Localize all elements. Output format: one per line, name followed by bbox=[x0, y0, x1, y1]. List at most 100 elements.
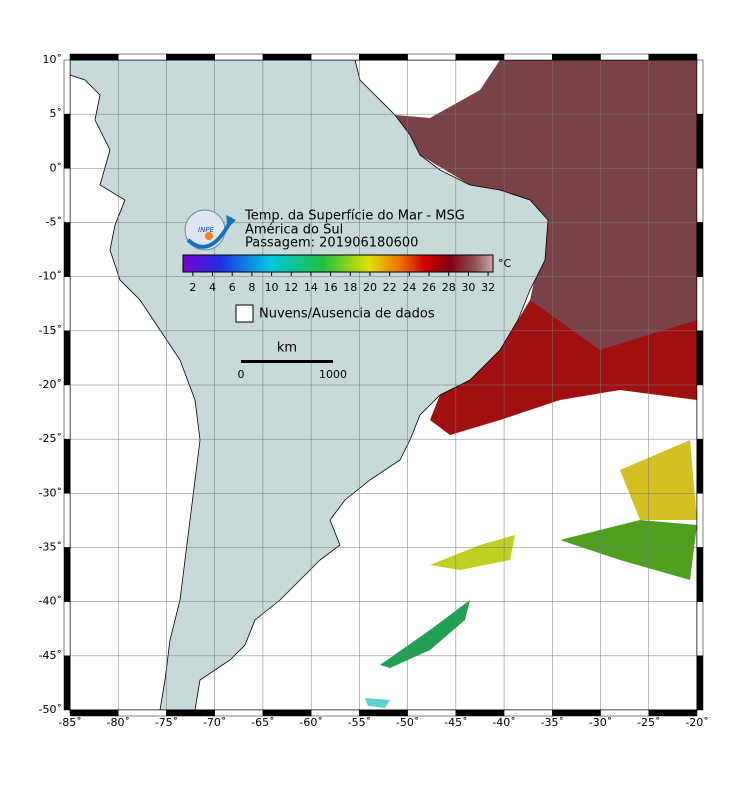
subtitle: América do Sul bbox=[245, 223, 343, 238]
sst-blob bbox=[620, 440, 697, 520]
frame-segment bbox=[455, 53, 505, 61]
frame-segment bbox=[696, 168, 704, 223]
colorbar-label: 22 bbox=[383, 281, 397, 294]
x-tick-label: -60˚ bbox=[299, 716, 322, 729]
x-tick-label: -45˚ bbox=[444, 716, 467, 729]
frame-segment bbox=[600, 53, 650, 61]
legend-swatch bbox=[235, 304, 254, 323]
frame-segment bbox=[359, 53, 408, 61]
y-tick-label: -40˚ bbox=[39, 595, 62, 608]
map-area bbox=[70, 60, 697, 710]
x-tick-label: -35˚ bbox=[541, 716, 564, 729]
y-tick-label: 10˚ bbox=[43, 53, 63, 66]
x-tick-label: -30˚ bbox=[589, 716, 612, 729]
frame-segment bbox=[552, 53, 601, 61]
colorbar-label: 20 bbox=[363, 281, 377, 294]
x-tick-label: -50˚ bbox=[396, 716, 419, 729]
frame-segment bbox=[117, 53, 167, 61]
frame-segment bbox=[696, 276, 704, 332]
frame-segment bbox=[696, 330, 704, 386]
frame-segment bbox=[63, 547, 71, 602]
frame-segment bbox=[696, 438, 704, 494]
frame-segment bbox=[63, 222, 71, 277]
colorbar-label: 24 bbox=[402, 281, 416, 294]
colorbar-label: 26 bbox=[422, 281, 436, 294]
frame-segment bbox=[63, 384, 71, 440]
colorbar-label: 18 bbox=[343, 281, 357, 294]
colorbar-unit: °C bbox=[498, 257, 512, 270]
scale-unit: km bbox=[277, 341, 297, 356]
title: Temp. da Superfície do Mar - MSG bbox=[244, 209, 465, 224]
x-tick-label: -25˚ bbox=[637, 716, 660, 729]
frame-segment bbox=[63, 113, 71, 169]
frame-segment bbox=[63, 601, 71, 657]
logo: INPE bbox=[184, 209, 236, 251]
frame-segment bbox=[63, 59, 71, 115]
y-tick-label: -20˚ bbox=[39, 378, 62, 391]
y-tick-label: -25˚ bbox=[39, 432, 62, 445]
y-tick-label: -30˚ bbox=[39, 486, 62, 499]
frame-segment bbox=[63, 438, 71, 494]
x-tick-label: -40˚ bbox=[492, 716, 515, 729]
colorbar-label: 16 bbox=[324, 281, 338, 294]
frame-segment bbox=[696, 547, 704, 602]
colorbar-label: 12 bbox=[284, 281, 298, 294]
x-tick-label: -80˚ bbox=[106, 716, 129, 729]
y-tick-label: -10˚ bbox=[39, 270, 62, 283]
frame-segment bbox=[63, 330, 71, 386]
colorbar-label: 2 bbox=[189, 281, 196, 294]
frame-segment bbox=[214, 53, 264, 61]
colorbar-label: 32 bbox=[481, 281, 495, 294]
frame-segment bbox=[63, 276, 71, 332]
x-tick-label: -70˚ bbox=[203, 716, 226, 729]
frame-segment bbox=[696, 384, 704, 440]
x-tick-label: -75˚ bbox=[155, 716, 178, 729]
sst-field bbox=[395, 60, 697, 350]
frame-segment bbox=[262, 53, 312, 61]
frame-segment bbox=[696, 601, 704, 657]
frame-segment bbox=[63, 655, 71, 711]
sst-blob bbox=[380, 600, 470, 668]
colorbar-label: 28 bbox=[442, 281, 456, 294]
y-tick-label: 0˚ bbox=[50, 161, 63, 174]
sst-blob bbox=[560, 520, 697, 580]
frame-segment bbox=[648, 53, 698, 61]
x-tick-label: -55˚ bbox=[348, 716, 371, 729]
colorbar-label: 30 bbox=[461, 281, 475, 294]
colorbar-label: 6 bbox=[229, 281, 236, 294]
frame-segment bbox=[648, 709, 698, 717]
frame-segment bbox=[63, 168, 71, 223]
x-tick-label: -85˚ bbox=[58, 716, 81, 729]
x-tick-label: -20˚ bbox=[685, 716, 708, 729]
colorbar bbox=[182, 254, 494, 273]
frame-segment bbox=[696, 655, 704, 711]
frame-segment bbox=[696, 493, 704, 548]
y-tick-label: 5˚ bbox=[50, 107, 63, 120]
colorbar-label: 8 bbox=[248, 281, 255, 294]
sst-blob bbox=[365, 698, 390, 708]
frame-segment bbox=[696, 222, 704, 277]
frame-segment bbox=[310, 53, 360, 61]
sst-blob bbox=[430, 535, 515, 570]
y-tick-label: -5˚ bbox=[46, 216, 62, 229]
colorbar-label: 14 bbox=[304, 281, 318, 294]
colorbar-label: 10 bbox=[265, 281, 279, 294]
y-tick-label: -45˚ bbox=[39, 649, 62, 662]
logo-text: INPE bbox=[198, 226, 215, 234]
y-tick-label: -50˚ bbox=[39, 703, 62, 716]
frame-segment bbox=[407, 53, 457, 61]
subtitle: Passagem: 201906180600 bbox=[245, 236, 418, 251]
frame-segment bbox=[696, 113, 704, 169]
scale-label: 0 bbox=[238, 368, 245, 381]
y-tick-label: -15˚ bbox=[39, 324, 62, 337]
sst-warm bbox=[430, 300, 697, 435]
colorbar-label: 4 bbox=[209, 281, 216, 294]
y-tick-label: -35˚ bbox=[39, 541, 62, 554]
frame-segment bbox=[63, 493, 71, 548]
frame-segment bbox=[696, 59, 704, 115]
frame-segment bbox=[503, 53, 553, 61]
frame-segment bbox=[69, 53, 119, 61]
x-tick-label: -65˚ bbox=[251, 716, 274, 729]
scale-bar bbox=[241, 360, 333, 363]
